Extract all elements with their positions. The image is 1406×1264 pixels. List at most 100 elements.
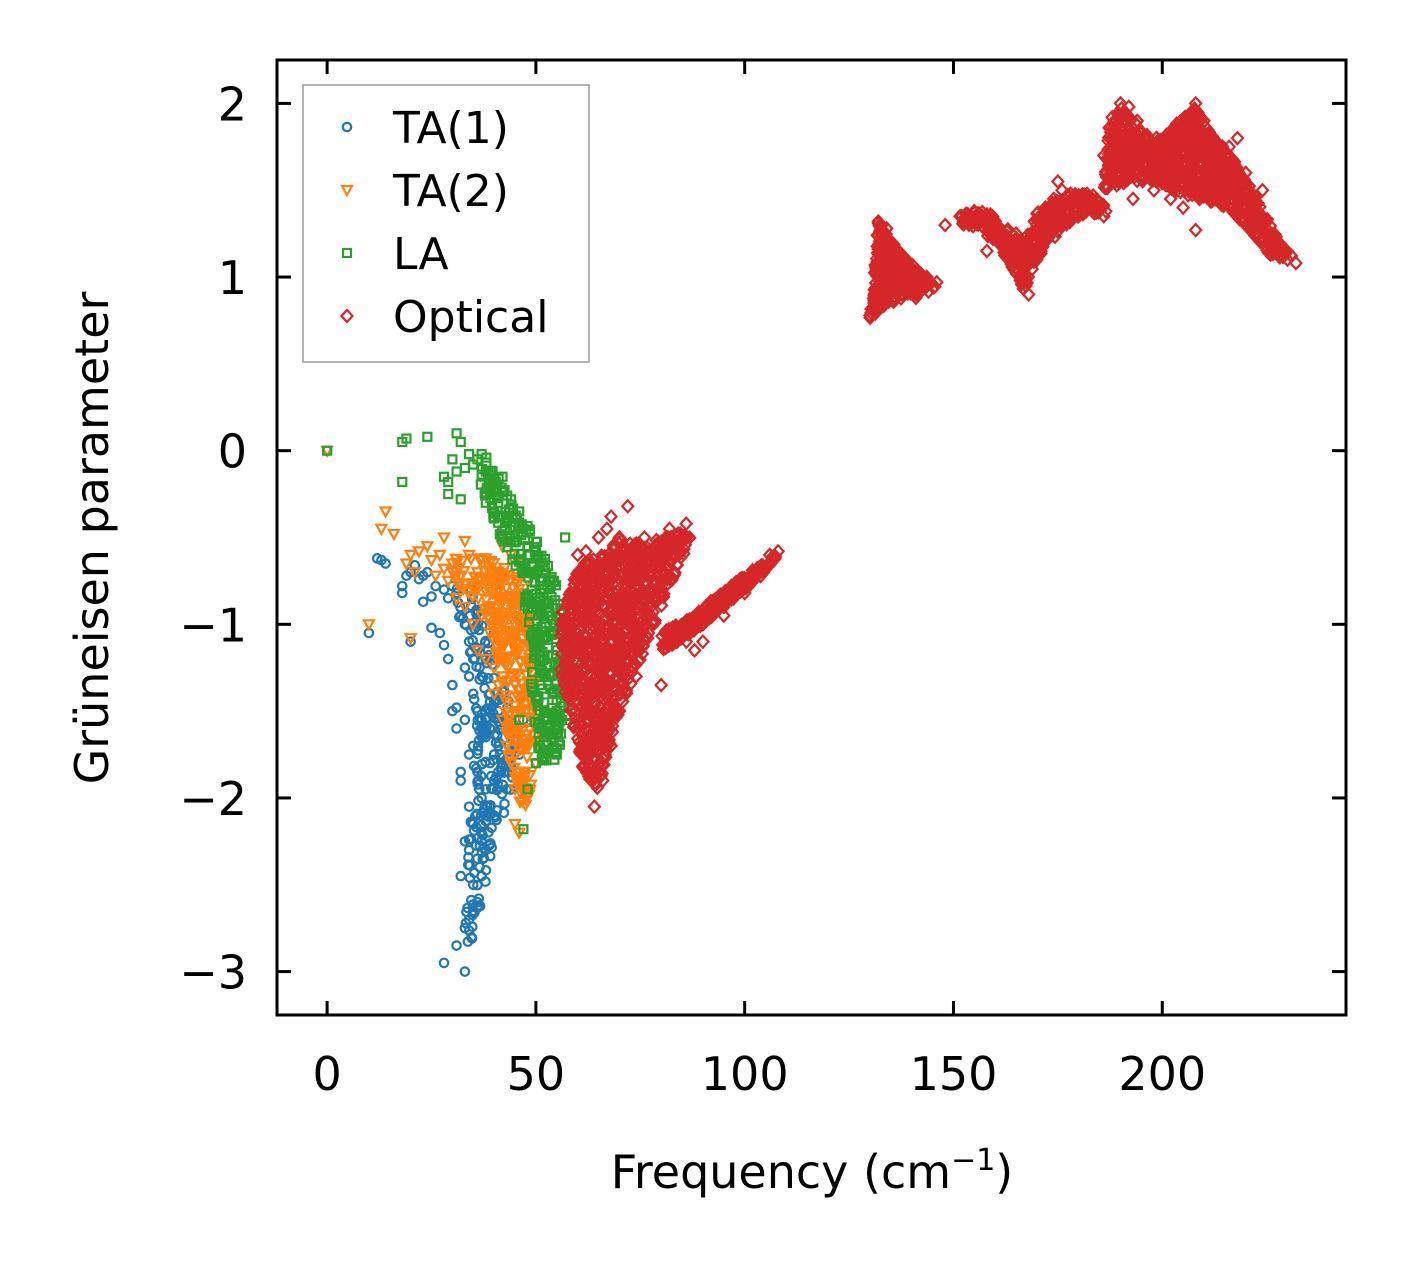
point-la <box>422 431 433 442</box>
point-optical <box>711 588 726 605</box>
point-optical <box>768 548 783 565</box>
point-la <box>544 707 555 718</box>
point-la <box>455 494 466 505</box>
point-optical <box>585 750 600 767</box>
point-optical <box>1096 197 1111 213</box>
point-optical <box>1106 116 1121 132</box>
point-optical <box>1144 136 1159 153</box>
point-optical <box>1202 170 1217 186</box>
point-optical <box>661 638 676 654</box>
point-ta-1 <box>476 847 488 858</box>
point-optical <box>1202 131 1217 147</box>
point-ta-1 <box>491 814 502 826</box>
point-optical <box>649 575 664 591</box>
point-optical <box>610 588 625 605</box>
point-optical <box>1225 157 1240 174</box>
x-tick-label: 100 <box>701 1047 789 1101</box>
point-optical <box>1274 239 1289 255</box>
point-optical <box>991 228 1006 244</box>
point-la <box>447 454 458 465</box>
point-la <box>516 530 527 541</box>
point-ta-2 <box>441 575 456 589</box>
point-ta-1 <box>482 801 493 813</box>
point-la <box>536 722 548 733</box>
point-optical <box>617 566 632 583</box>
point-optical <box>1235 200 1250 216</box>
point-la <box>542 650 554 661</box>
point-optical <box>654 677 669 693</box>
point-ta-2 <box>361 619 376 632</box>
point-optical <box>751 561 766 577</box>
point-optical <box>660 543 675 559</box>
point-optical <box>1232 168 1247 184</box>
point-optical <box>1093 202 1108 218</box>
point-optical <box>586 580 601 597</box>
point-optical <box>579 569 594 586</box>
point-ta-1 <box>455 775 467 786</box>
point-ta-2 <box>517 742 532 756</box>
point-optical <box>1071 208 1086 225</box>
point-optical <box>1202 158 1217 174</box>
point-ta-2 <box>490 647 505 660</box>
point-ta-2 <box>512 708 527 721</box>
point-optical <box>607 644 622 660</box>
point-optical <box>618 663 633 679</box>
point-optical <box>577 676 592 692</box>
point-optical <box>1024 228 1039 245</box>
point-optical <box>1030 239 1045 255</box>
point-ta-2 <box>378 506 393 519</box>
point-la <box>486 502 498 514</box>
point-ta-1 <box>396 587 408 599</box>
point-optical <box>570 692 585 709</box>
point-optical <box>605 561 620 577</box>
point-optical <box>570 665 585 682</box>
point-optical <box>615 674 630 690</box>
point-ta-1 <box>474 900 486 912</box>
point-ta-1 <box>486 770 497 782</box>
point-la <box>520 591 531 602</box>
point-optical <box>656 586 671 602</box>
point-optical <box>1000 238 1015 254</box>
point-optical <box>587 799 602 815</box>
point-optical <box>567 617 582 634</box>
point-optical <box>609 672 624 688</box>
point-la <box>443 488 454 500</box>
point-la <box>490 487 501 498</box>
point-optical <box>594 645 609 661</box>
point-optical <box>617 543 632 559</box>
point-ta-2 <box>428 570 443 583</box>
point-optical <box>1232 165 1247 181</box>
point-la <box>475 479 486 490</box>
point-ta-1 <box>484 696 496 708</box>
x-tick-label: 150 <box>910 1047 998 1101</box>
point-optical <box>1137 150 1152 166</box>
point-optical <box>636 601 651 617</box>
legend-marker-ta-1 <box>341 121 353 133</box>
point-optical <box>616 599 631 615</box>
point-optical <box>591 529 606 546</box>
point-optical <box>619 585 634 601</box>
point-la <box>545 580 556 591</box>
point-optical <box>672 629 687 646</box>
point-ta-1 <box>477 829 488 841</box>
point-optical <box>1239 184 1254 201</box>
point-optical <box>1188 222 1203 238</box>
point-ta-2 <box>488 574 503 587</box>
legend-marker-la <box>341 247 353 259</box>
point-optical <box>1196 156 1211 172</box>
point-optical <box>864 301 879 317</box>
point-ta-2 <box>483 583 498 597</box>
point-optical <box>591 717 606 733</box>
point-ta-2 <box>457 566 471 579</box>
legend: TA(1) TA(2) LA Optical <box>302 84 590 363</box>
point-optical <box>876 236 891 252</box>
point-ta-2 <box>488 608 503 621</box>
point-ta-1 <box>491 729 503 741</box>
point-optical <box>1058 201 1073 217</box>
point-optical <box>593 667 608 683</box>
point-optical <box>1004 238 1019 254</box>
point-ta-2 <box>514 691 529 705</box>
point-ta-1 <box>466 817 477 829</box>
point-optical <box>1190 136 1205 153</box>
